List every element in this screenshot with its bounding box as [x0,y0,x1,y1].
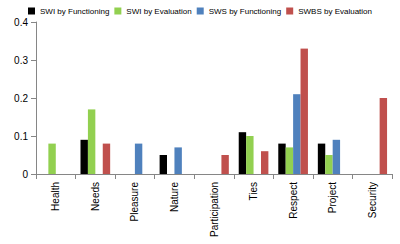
svg-text:0: 0 [22,169,28,180]
svg-text:Nature: Nature [169,182,180,212]
svg-text:0.4: 0.4 [14,17,28,28]
svg-text:0.2: 0.2 [14,93,28,104]
svg-text:SWI by Evaluation: SWI by Evaluation [126,7,191,16]
svg-text:Needs: Needs [90,182,101,211]
svg-text:Security: Security [367,182,378,218]
svg-text:0.1: 0.1 [14,131,28,142]
svg-text:Project: Project [327,182,338,213]
svg-text:Health: Health [50,182,61,211]
svg-text:0.3: 0.3 [14,55,28,66]
svg-text:SWS by Functioning: SWS by Functioning [209,7,281,16]
svg-text:Respect: Respect [288,182,299,219]
svg-text:Participation: Participation [209,182,220,237]
svg-text:SWI by Functioning: SWI by Functioning [40,7,109,16]
svg-text:SWBS by Evaluation: SWBS by Evaluation [298,7,372,16]
svg-text:Pleasure: Pleasure [129,182,140,222]
svg-text:Ties: Ties [248,182,259,201]
